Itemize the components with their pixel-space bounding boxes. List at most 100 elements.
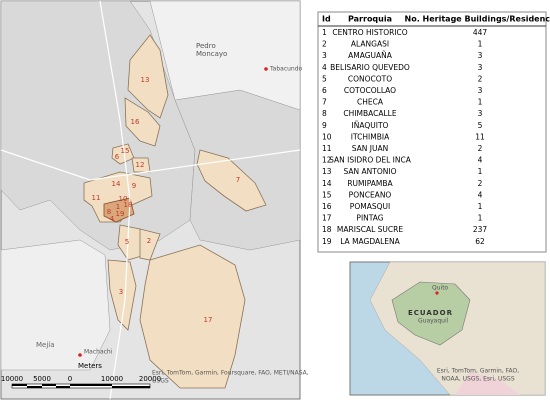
table-cell: 19 [322,237,332,246]
parish-label: 13 [141,76,150,84]
scale-label: 10000 [101,375,123,383]
parish [127,34,169,119]
scale-label: 0 [68,375,72,383]
scale-label: 10000 [1,375,23,383]
parish-label: 1 [116,203,120,211]
table-cell: 14 [322,179,332,188]
table-cell: 1 [478,40,483,49]
region [149,0,301,111]
table-cell: SAN ANTONIO [344,167,397,176]
parish-label: 9 [132,182,136,190]
table-cell: 1 [322,28,327,37]
table-cell: 2 [478,179,483,188]
parish [196,149,267,212]
parish-label: 4 [110,215,115,223]
table-cell: POMASQUI [350,202,390,211]
table-header: Id [322,15,331,24]
scale-label: 5000 [33,375,51,383]
parish-label: 12 [136,161,145,169]
main-map: 13 16 15 6 12 7 14 9 11 10 18 1 19 8 4 5… [0,0,309,400]
parish-label: 14 [112,180,121,188]
table-cell: MARISCAL SUCRE [337,225,403,234]
table-cell: 4 [478,190,483,199]
scale-label: 20000 [139,375,161,383]
table-cell: CENTRO HISTORICO [332,28,407,37]
table-cell: COTOCOLLAO [344,86,396,95]
table-header: No. Heritage Buildings/Residence [405,15,550,24]
table-cell: RUMIPAMBA [347,179,393,188]
table-cell: 1 [478,214,483,223]
table-cell: CONOCOTO [348,74,392,83]
parish-label: 11 [92,194,101,202]
place-label: Moncayo [196,50,227,58]
table-cell: 12 [322,156,332,165]
town-dot [264,67,268,71]
attribution: Esri, TomTom, Garmin, FAO, [437,368,519,375]
town-dot [78,353,82,357]
table-cell: 4 [478,156,483,165]
table-cell: ITCHIMBIA [351,132,390,141]
land [455,372,520,395]
city-label: Guayaquil [418,318,449,325]
table-cell: 2 [478,74,483,83]
table-cell: 7 [322,98,327,107]
table: Id Parroquia No. Heritage Buildings/Resi… [317,11,550,253]
road [0,0,301,400]
table-cell: 5 [322,74,327,83]
table-cell: BELISARIO QUEVEDO [330,63,410,72]
table-cell: 2 [478,144,483,153]
parish-label: 16 [131,118,140,126]
place-label: Pedro [196,42,216,50]
parish-label: 10 [119,195,128,203]
table-cell: 4 [322,63,327,72]
country-label: ECUADOR [408,309,453,317]
table-cell: 3 [478,51,483,60]
place-label: Tabacundo [269,66,303,73]
table-cell: 6 [322,86,327,95]
place-label: Mejía [36,341,55,349]
place-label: Machachi [84,349,113,356]
parish-label: 5 [125,238,129,246]
parish-label: 18 [124,201,133,209]
table-cell: LA MAGDALENA [340,237,400,246]
table-cell: 2 [322,40,327,49]
table-cell: 9 [322,121,327,130]
table-cell: 18 [322,225,332,234]
table-cell: 8 [322,109,327,118]
table-cell: 62 [475,237,485,246]
table-cell: 447 [473,28,488,37]
table-frame [317,11,547,253]
parish-label: 17 [204,316,213,324]
parish [124,97,161,147]
table-cell: 3 [478,109,483,118]
table-cell: PINTAG [356,214,383,223]
table-cell: ALANGASI [351,40,389,49]
region [0,239,111,371]
table-cell: AMAGUAÑA [348,51,393,60]
table-cell: 5 [478,121,483,130]
parish-label: 19 [116,210,125,218]
country [391,281,471,346]
parish-label: 3 [119,288,123,296]
table-cell: 10 [322,132,332,141]
table-cell: 16 [322,202,332,211]
parish-label: 8 [107,208,111,216]
parish [111,143,135,165]
parish [139,244,246,389]
attribution: Esri, TomTom, Garmin, Foursquare, FAO, M… [152,370,309,377]
inset-map: Quito ECUADOR Guayaquil Esri, TomTom, Ga… [349,261,546,396]
city-label: Quito [432,285,449,292]
table-cell: 237 [473,225,488,234]
table-cell: 1 [478,98,483,107]
city-dot [435,291,439,295]
table-cell: SAN JUAN [352,144,388,153]
parish-label: 7 [236,176,240,184]
parish-label: 15 [121,147,130,155]
parish-label: 2 [147,237,151,245]
table-header: Parroquia [348,15,392,24]
attribution: NOAA, USGS, Esri, USGS [441,376,514,383]
table-cell: 1 [478,202,483,211]
table-cell: 11 [475,132,485,141]
